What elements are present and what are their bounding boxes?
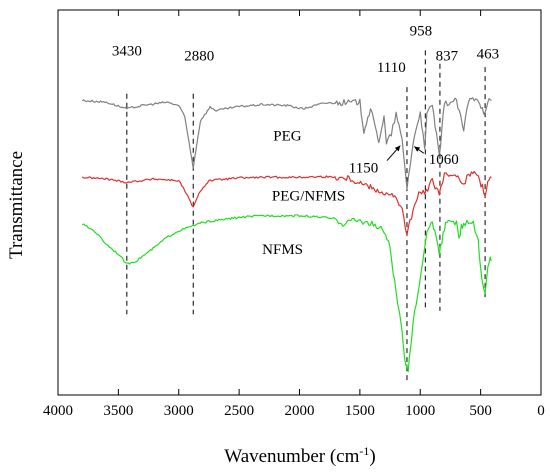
x-tick-label: 4000: [43, 403, 73, 419]
x-tick-label: 0: [537, 403, 545, 419]
series-line-nfms: [81, 214, 492, 373]
series-line-peg: [81, 97, 492, 190]
x-tick-label: 1000: [405, 403, 435, 419]
annotation-label-1150: 1150: [349, 160, 378, 176]
y-axis-title: Transmittance: [6, 151, 27, 259]
x-axis-title: Wavenumber (cm-1): [224, 444, 375, 467]
series-label-nfms: NFMS: [262, 242, 303, 258]
series-line-peg-nfms: [81, 170, 492, 236]
x-axis-ticks: [57, 10, 542, 395]
annotation-arrowhead-1150: [394, 145, 401, 152]
x-tick-label: 1500: [345, 403, 375, 419]
series-labels: PEG PEG/NFMS NFMS: [262, 129, 345, 259]
peak-label-1110: 1110: [377, 60, 406, 76]
peak-annotations: 1150 1060: [349, 145, 459, 176]
x-tick-label: 500: [469, 403, 492, 419]
peak-label-958: 958: [410, 23, 433, 39]
x-tick-label: 2500: [224, 403, 254, 419]
peak-label-2880: 2880: [184, 48, 214, 64]
series-label-peg: PEG: [273, 129, 302, 145]
peak-label-463: 463: [477, 47, 500, 63]
spectra-series: [81, 97, 492, 373]
x-tick-label: 2000: [285, 403, 315, 419]
peak-label-837: 837: [436, 48, 459, 64]
x-tick-label: 3500: [103, 403, 133, 419]
x-tick-label: 3000: [164, 403, 194, 419]
x-axis-tick-labels: 4000 3500 3000 2500 2000 1500 1000 500 0: [43, 403, 545, 419]
series-label-peg-nfms: PEG/NFMS: [272, 189, 345, 205]
annotation-arrowhead-1060: [414, 146, 421, 152]
peak-label-3430: 3430: [112, 43, 142, 59]
annotation-label-1060: 1060: [429, 152, 459, 168]
